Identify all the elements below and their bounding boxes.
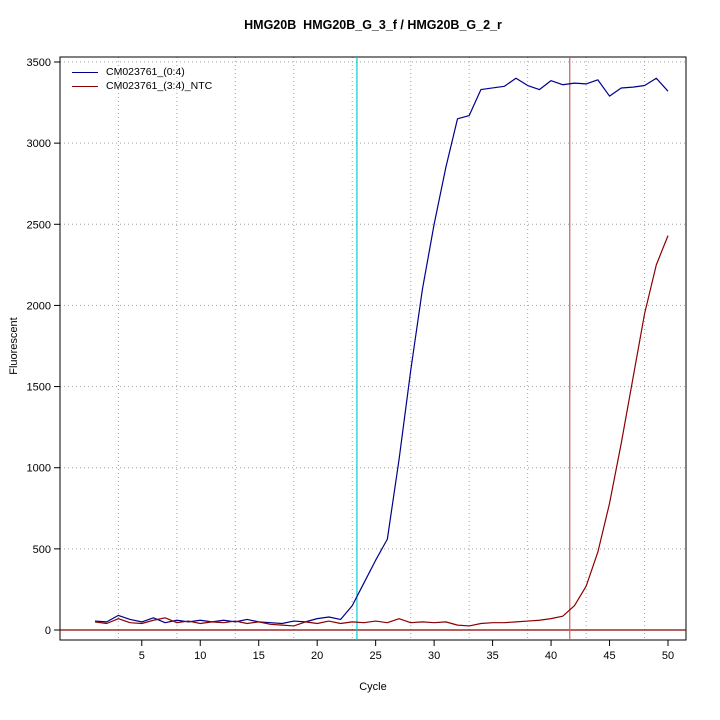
plot-border bbox=[59, 56, 687, 641]
y-tick-label: 1000 bbox=[27, 463, 51, 475]
x-tick-label: 15 bbox=[253, 650, 265, 662]
x-tick-label: 5 bbox=[139, 650, 145, 662]
x-tick-label: 35 bbox=[486, 650, 498, 662]
y-tick-label: 3500 bbox=[27, 57, 51, 69]
y-tick-label: 2500 bbox=[27, 219, 51, 231]
y-tick-label: 1500 bbox=[27, 382, 51, 394]
x-tick-label: 20 bbox=[311, 650, 323, 662]
y-tick-label: 2000 bbox=[27, 300, 51, 312]
x-tick-label: 25 bbox=[370, 650, 382, 662]
y-tick-label: 500 bbox=[33, 544, 51, 556]
x-tick-label: 10 bbox=[194, 650, 206, 662]
x-tick-label: 50 bbox=[662, 650, 674, 662]
x-tick-label: 40 bbox=[545, 650, 557, 662]
legend-line-swatch-sample bbox=[72, 71, 98, 73]
y-tick-label: 3000 bbox=[27, 138, 51, 150]
legend: CM023761_(0:4) CM023761_(3:4)_NTC bbox=[72, 65, 212, 93]
y-axis-label: Fluorescent bbox=[8, 317, 20, 375]
chart-title: HMG20B HMG20B_G_3_f / HMG20B_G_2_r bbox=[244, 18, 502, 32]
x-tick-label: 45 bbox=[603, 650, 615, 662]
x-tick-label: 30 bbox=[428, 650, 440, 662]
x-axis-label: Cycle bbox=[359, 681, 387, 693]
legend-item-ntc: CM023761_(3:4)_NTC bbox=[72, 79, 212, 93]
legend-line-swatch-ntc bbox=[72, 85, 98, 87]
series-line-1 bbox=[94, 235, 669, 627]
series-line-0 bbox=[94, 77, 669, 625]
legend-item-sample: CM023761_(0:4) bbox=[72, 65, 212, 79]
y-tick-label: 0 bbox=[45, 625, 51, 637]
legend-label-sample: CM023761_(0:4) bbox=[106, 66, 185, 78]
legend-label-ntc: CM023761_(3:4)_NTC bbox=[106, 80, 213, 92]
